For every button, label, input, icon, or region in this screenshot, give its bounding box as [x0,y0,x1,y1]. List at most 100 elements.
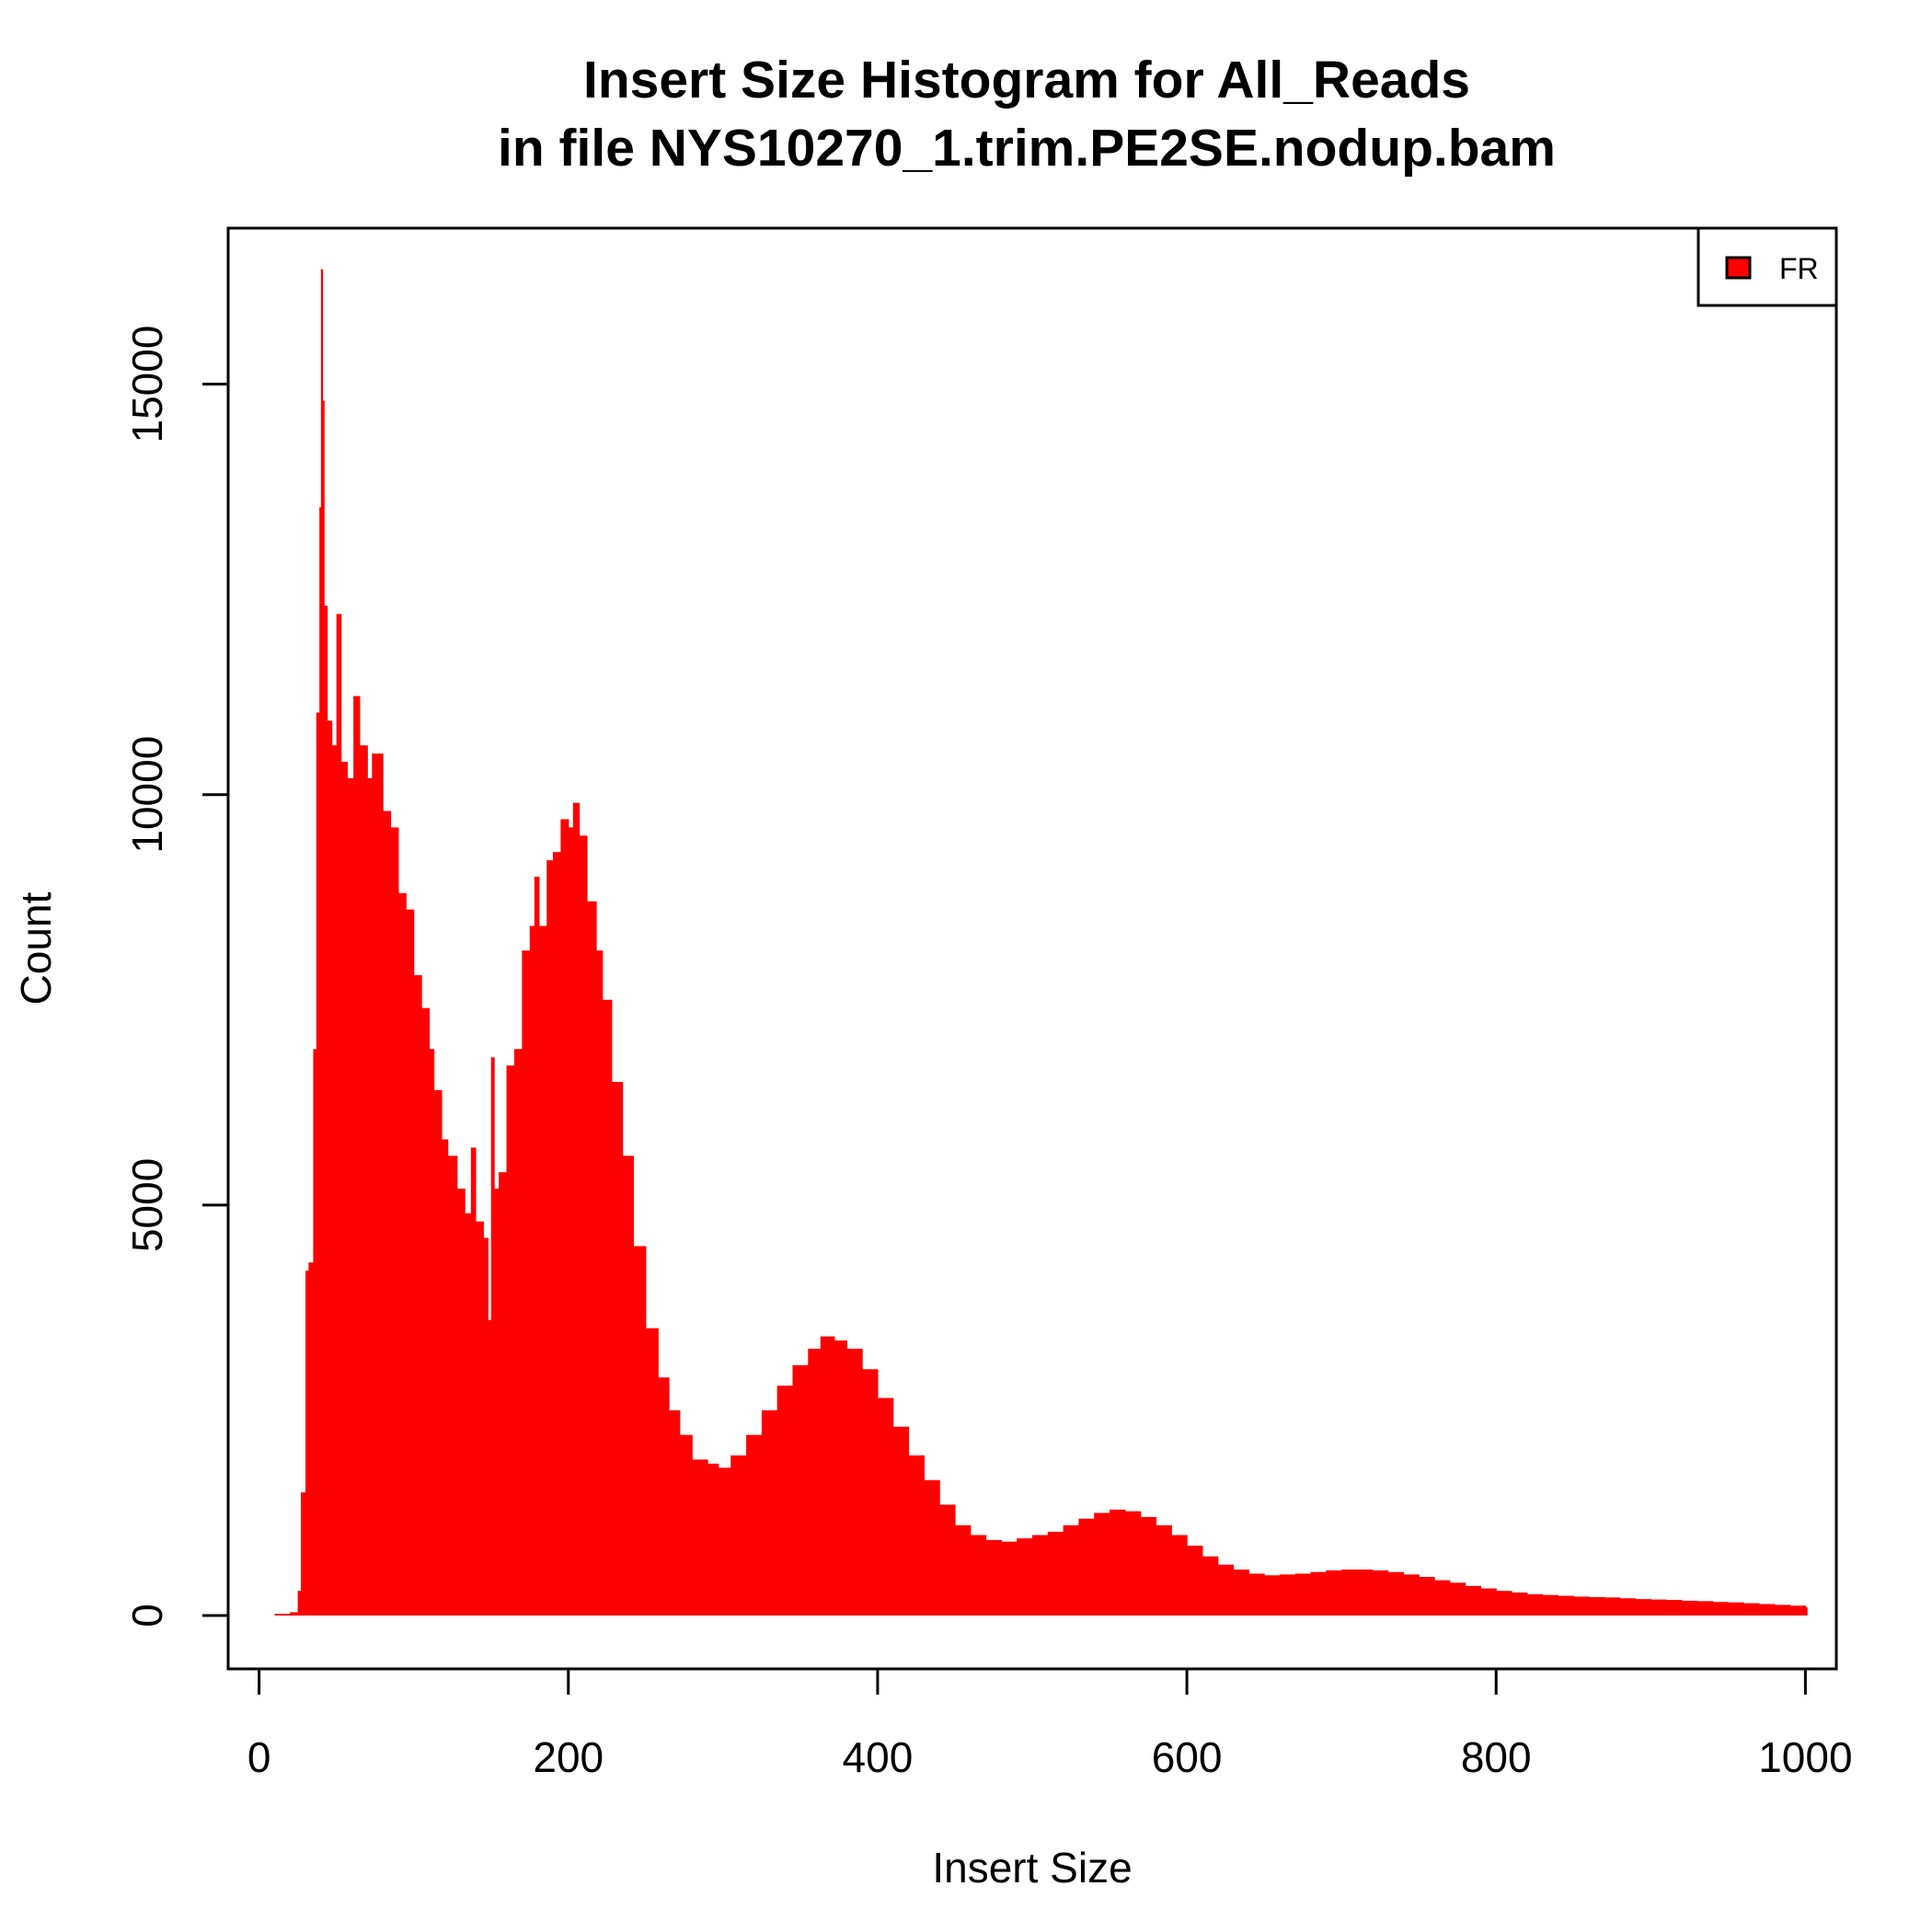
histogram-bar [602,999,613,1616]
histogram-bar [513,1049,523,1616]
histogram-bar [499,1172,508,1616]
chart-title-line1: Insert Size Histogram for All_Reads [583,51,1470,109]
histogram-bar [372,753,384,1616]
histogram-bar [359,745,368,1616]
histogram-bar [579,835,588,1616]
histogram-bar [586,901,597,1616]
histogram-bar [1480,1588,1497,1616]
histogram-bar [596,950,604,1616]
histogram-bar [1124,1511,1142,1616]
legend-label-fr: FR [1779,252,1819,285]
histogram-bar [506,1065,515,1616]
histogram-bar [1449,1582,1466,1616]
histogram-bar [776,1386,794,1616]
histogram-bar [1372,1570,1389,1616]
histogram-bar [1078,1518,1095,1616]
histogram-bar [1047,1531,1064,1616]
histogram-bar [669,1409,681,1616]
histogram-bar [622,1156,634,1616]
histogram-bar [347,777,354,1616]
histogram-bar [301,1492,306,1616]
histogram-bar [985,1539,1002,1616]
histogram-bar [274,1614,291,1616]
x-tick-label: 600 [1152,1733,1223,1781]
histogram-bar [1217,1564,1235,1616]
histogram-bar [429,1049,435,1616]
histogram-bar [707,1463,719,1616]
y-tick-label: 5000 [123,1158,171,1252]
histogram-bar [692,1459,708,1616]
histogram-bar [483,1237,489,1616]
histogram-bar [1728,1602,1744,1616]
histogram-bar [494,1189,500,1616]
x-tick-label: 800 [1461,1733,1532,1781]
histogram-bar [1789,1605,1806,1616]
histogram-bar [658,1377,670,1616]
histogram-bar [1542,1594,1559,1616]
histogram-bar [730,1455,747,1616]
histogram-bar [421,1007,431,1616]
x-axis-label: Insert Size [932,1844,1132,1892]
histogram-bar [308,1262,315,1616]
histogram-bar [1589,1596,1605,1616]
histogram-bar [316,712,320,1616]
histogram-bar [924,1479,940,1616]
histogram-bar [324,605,328,1616]
x-tick-label: 0 [247,1733,271,1781]
histogram-bar [1573,1596,1590,1616]
histogram-bar [954,1524,972,1616]
histogram-bar [319,507,322,1616]
histogram-bar [456,1189,466,1616]
histogram-bar [1696,1601,1714,1616]
histogram-bar [529,926,535,1616]
histogram-bar [1310,1571,1327,1616]
histogram-bar [746,1434,763,1616]
histogram-bar [413,975,422,1616]
histogram-bar [353,696,361,1616]
histogram-bar [1558,1595,1574,1616]
legend-swatch-fr [1725,256,1752,280]
histogram-bar [1465,1585,1482,1616]
histogram-bar [1496,1591,1512,1616]
histogram-bar [447,1156,458,1616]
histogram-bar [1526,1593,1544,1616]
histogram-bar [1279,1574,1296,1616]
histogram-bar [1403,1574,1420,1616]
histogram-bar [568,827,574,1616]
histogram-bar [1650,1599,1667,1616]
histogram-bar [877,1397,894,1616]
x-tick-label: 200 [533,1733,604,1781]
histogram-bar [1512,1593,1528,1616]
histogram-bar [1419,1577,1435,1616]
histogram-bar [939,1504,956,1616]
histogram-bar [679,1434,693,1616]
histogram-bar [406,909,415,1616]
histogram-bar [1110,1509,1126,1616]
histogram-bar [1326,1570,1342,1616]
histogram-bar [761,1409,778,1616]
histogram-bar [290,1612,299,1616]
histogram-bar [834,1340,847,1616]
histogram-bar [1341,1570,1358,1616]
histogram-bar [1294,1573,1312,1616]
histogram-bar [475,1221,484,1616]
y-axis: 0 5000 10000 15000 [123,326,230,1627]
histogram-bar [1264,1575,1281,1616]
histogram-bar [1774,1604,1791,1616]
histogram-bar [970,1535,987,1616]
histogram-bar [1743,1603,1760,1616]
legend: FR [1696,226,1838,307]
histogram-bar [320,269,324,1616]
histogram-bar [1681,1600,1698,1616]
histogram-bar [305,1271,309,1616]
histogram-bar [1063,1524,1080,1616]
histogram-bar [718,1467,731,1616]
histogram-bar [313,1049,317,1616]
chart-title-line2: in file NYS10270_1.trim.PE2SE.nodup.bam [498,119,1556,178]
histogram-bar [297,1591,302,1616]
histogram-bar [1171,1535,1188,1616]
histogram-bar [1356,1570,1374,1616]
histogram-bar [488,1319,492,1616]
histogram-bar [1094,1512,1110,1616]
